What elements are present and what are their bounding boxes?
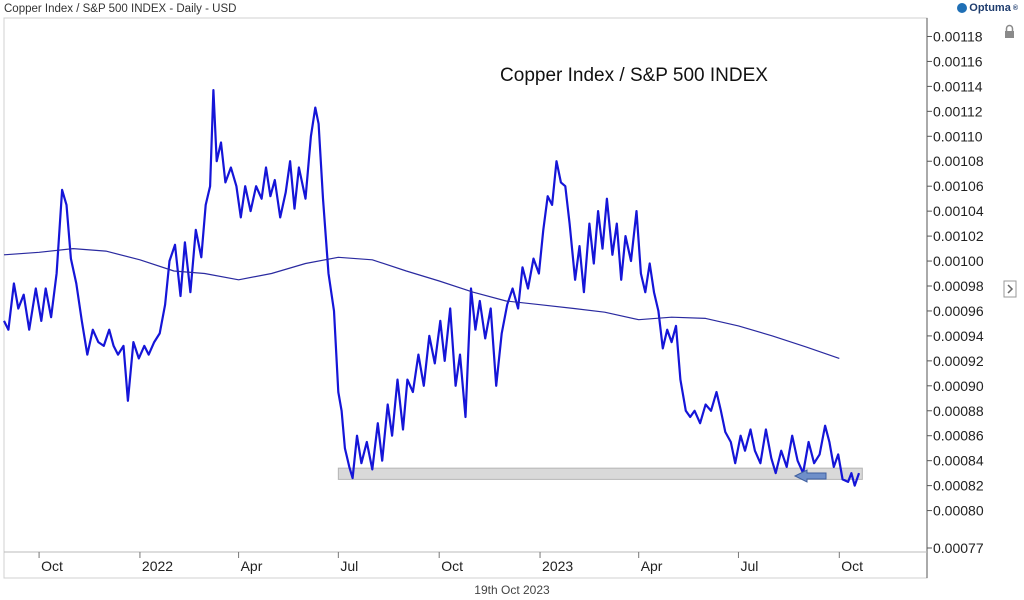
x-tick-label: Jul [740, 558, 758, 574]
x-tick-label: 2022 [142, 558, 173, 574]
footer-date: 19th Oct 2023 [474, 583, 550, 597]
y-tick-label: 0.00102 [933, 228, 984, 244]
y-tick-label: 0.00104 [933, 203, 984, 219]
x-tick-label: Oct [41, 558, 63, 574]
x-tick-label: Apr [641, 558, 663, 574]
x-tick-label: Jul [340, 558, 358, 574]
x-tick-label: Apr [241, 558, 263, 574]
lock-icon[interactable] [1005, 24, 1014, 39]
y-tick-label: 0.00086 [933, 428, 984, 444]
support-arrow-icon [793, 469, 827, 483]
x-tick-label: Oct [841, 558, 863, 574]
y-tick-label: 0.00118 [933, 28, 983, 44]
y-tick-label: 0.00108 [933, 153, 984, 169]
y-tick-label: 0.00106 [933, 178, 984, 194]
y-tick-label: 0.00088 [933, 403, 984, 419]
optuma-logo-icon [957, 3, 968, 13]
y-tick-label: 0.00096 [933, 303, 984, 319]
y-tick-label: 0.00082 [933, 478, 984, 494]
optuma-trademark: ® [1012, 4, 1018, 12]
y-tick-label: 0.00077 [933, 540, 984, 556]
expand-panel-icon[interactable] [1003, 280, 1017, 298]
y-tick-label: 0.00098 [933, 278, 984, 294]
series-line-moving-average [3, 248, 840, 359]
y-tick-label: 0.00112 [933, 103, 983, 119]
y-tick-label: 0.00114 [933, 78, 983, 94]
series-line-price [3, 89, 861, 487]
chart-header-title: Copper Index / S&P 500 INDEX - Daily - U… [4, 3, 237, 15]
chart-title: Copper Index / S&P 500 INDEX [500, 65, 768, 86]
y-tick-label: 0.00100 [933, 253, 984, 269]
support-zone [337, 467, 863, 480]
x-tick-label: Oct [441, 558, 463, 574]
y-tick-label: 0.00090 [933, 378, 984, 394]
y-tick-label: 0.00080 [933, 503, 984, 519]
plot-frame [3, 17, 928, 579]
optuma-brand-name: Optuma [969, 2, 1011, 14]
optuma-logo: Optuma ® [957, 2, 1018, 14]
x-tick-label: 2023 [542, 558, 573, 574]
y-tick-label: 0.00110 [933, 128, 983, 144]
y-tick-label: 0.00116 [933, 53, 983, 69]
y-tick-label: 0.00092 [933, 353, 984, 369]
y-tick-label: 0.00084 [933, 453, 984, 469]
y-tick-label: 0.00094 [933, 328, 984, 344]
